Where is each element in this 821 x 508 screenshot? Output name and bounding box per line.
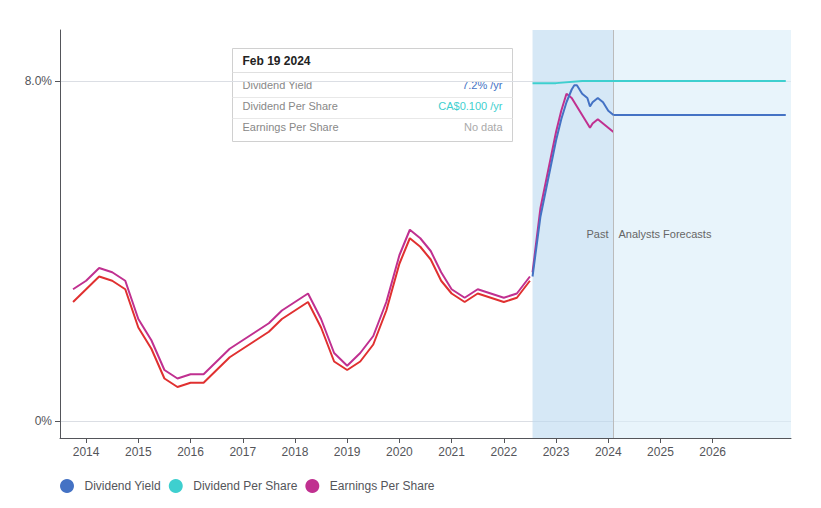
svg-text:2025: 2025	[647, 445, 674, 459]
svg-text:2017: 2017	[229, 445, 256, 459]
svg-text:2014: 2014	[73, 445, 100, 459]
svg-text:Feb 19 2024: Feb 19 2024	[243, 54, 311, 68]
svg-text:0%: 0%	[35, 414, 53, 428]
svg-text:CA$0.100 /yr: CA$0.100 /yr	[438, 100, 503, 112]
svg-text:2016: 2016	[177, 445, 204, 459]
svg-text:2026: 2026	[699, 445, 726, 459]
svg-text:Past: Past	[586, 228, 608, 240]
svg-text:2023: 2023	[543, 445, 570, 459]
svg-text:2021: 2021	[438, 445, 465, 459]
svg-text:Dividend Per Share: Dividend Per Share	[193, 479, 297, 493]
svg-text:2020: 2020	[386, 445, 413, 459]
svg-text:No data: No data	[464, 121, 503, 133]
svg-text:2018: 2018	[282, 445, 309, 459]
svg-text:Earnings Per Share: Earnings Per Share	[243, 121, 339, 133]
svg-text:2022: 2022	[490, 445, 517, 459]
svg-text:2015: 2015	[125, 445, 152, 459]
svg-text:Dividend Yield: Dividend Yield	[85, 479, 161, 493]
svg-text:Earnings Per Share: Earnings Per Share	[330, 479, 435, 493]
svg-text:8.0%: 8.0%	[25, 74, 53, 88]
svg-text:Dividend Yield: Dividend Yield	[243, 79, 313, 91]
svg-text:2024: 2024	[595, 445, 622, 459]
svg-text:2019: 2019	[334, 445, 361, 459]
svg-text:Analysts Forecasts: Analysts Forecasts	[618, 228, 711, 240]
svg-text:7.2% /yr: 7.2% /yr	[462, 79, 503, 91]
svg-text:Dividend Per Share: Dividend Per Share	[243, 100, 338, 112]
